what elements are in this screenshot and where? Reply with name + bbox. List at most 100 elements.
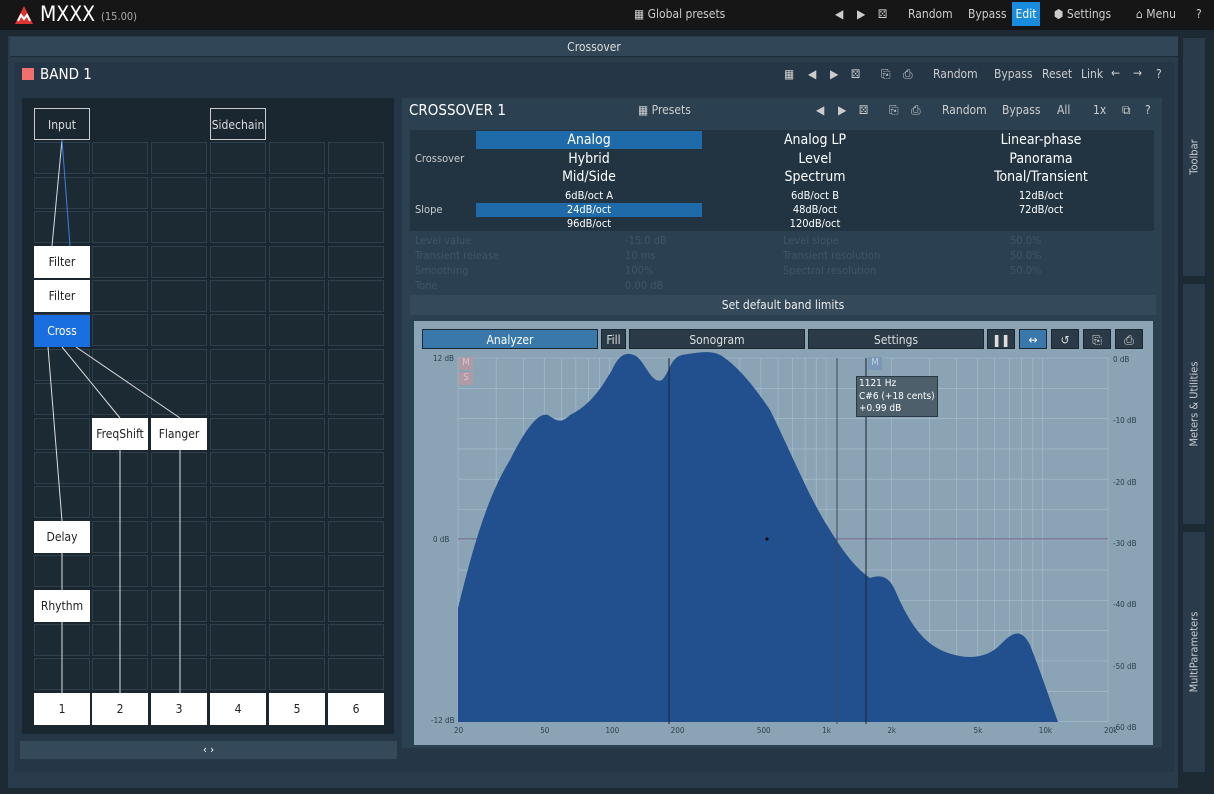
crossover-type-option[interactable]: Panorama bbox=[1009, 150, 1073, 167]
delay-node[interactable]: Delay bbox=[34, 521, 90, 553]
analyzer-settings-button[interactable]: Settings bbox=[808, 329, 984, 349]
slope-option[interactable]: 6dB/oct B bbox=[790, 189, 839, 202]
module-next-icon[interactable]: ▶ bbox=[838, 103, 847, 117]
graph-cell[interactable] bbox=[210, 624, 266, 656]
slope-option[interactable]: 120dB/oct bbox=[789, 217, 841, 230]
band-prev-icon[interactable]: ◀ bbox=[808, 67, 817, 81]
help-icon[interactable]: ? bbox=[1196, 7, 1202, 21]
output-4[interactable]: 4 bbox=[210, 693, 266, 725]
analyzer-load-icon[interactable]: ⎘ bbox=[1083, 329, 1111, 349]
graph-cell[interactable] bbox=[210, 314, 266, 347]
rhythm-node[interactable]: Rhythm bbox=[34, 590, 90, 622]
graph-cell[interactable] bbox=[151, 211, 207, 244]
graph-cell[interactable] bbox=[210, 176, 266, 209]
mute-button[interactable]: M bbox=[459, 357, 473, 370]
graph-cell[interactable] bbox=[328, 417, 384, 450]
pause-icon[interactable]: ❚❚ bbox=[987, 329, 1015, 349]
graph-cell[interactable] bbox=[151, 520, 207, 553]
graph-cell[interactable] bbox=[328, 280, 384, 312]
module-help-icon[interactable]: ? bbox=[1145, 103, 1151, 117]
crossover-header[interactable]: Crossover bbox=[10, 37, 1178, 57]
band-help-icon[interactable]: ? bbox=[1156, 67, 1162, 81]
crossover-type-option[interactable]: Mid/Side bbox=[562, 169, 616, 185]
output-2[interactable]: 2 bbox=[92, 693, 148, 725]
module-presets-button[interactable]: ▦ Presets bbox=[638, 103, 691, 117]
sonogram-button[interactable]: Sonogram bbox=[629, 329, 805, 349]
graph-cell[interactable] bbox=[92, 176, 148, 209]
cross-node[interactable]: Cross bbox=[34, 315, 90, 347]
param-value[interactable]: 10 ms bbox=[625, 249, 656, 262]
graph-cell[interactable] bbox=[210, 589, 266, 622]
module-load-icon[interactable]: ⎘ bbox=[889, 103, 899, 117]
crossover-type-option[interactable]: Tonal/Transient bbox=[994, 169, 1088, 185]
menu-button[interactable]: ⌂ Menu bbox=[1136, 7, 1176, 21]
module-speed-button[interactable]: 1x bbox=[1093, 103, 1107, 117]
graph-cell[interactable] bbox=[151, 245, 207, 278]
band-load-icon[interactable]: ⎘ bbox=[881, 67, 891, 81]
graph-cell[interactable] bbox=[151, 486, 207, 519]
module-save-icon[interactable]: ⎙ bbox=[911, 103, 921, 117]
multiparameters-tab[interactable]: MultiParameters bbox=[1182, 531, 1206, 773]
graph-cell[interactable] bbox=[210, 520, 266, 553]
graph-cell[interactable] bbox=[269, 520, 325, 553]
next-preset-icon[interactable]: ▶ bbox=[857, 7, 866, 21]
graph-cell[interactable] bbox=[269, 176, 325, 209]
graph-cell[interactable] bbox=[151, 658, 207, 691]
crossover-type-option[interactable]: Spectrum bbox=[784, 169, 846, 185]
graph-cell[interactable] bbox=[210, 245, 266, 278]
output-5[interactable]: 5 bbox=[269, 693, 325, 725]
module-all-button[interactable]: All bbox=[1057, 103, 1071, 117]
band-color-swatch[interactable] bbox=[22, 68, 34, 80]
analyzer-save-icon[interactable]: ⎙ bbox=[1115, 329, 1143, 349]
slope-option[interactable]: 6dB/oct A bbox=[565, 189, 613, 202]
param-value[interactable]: 50.0% bbox=[1010, 249, 1042, 262]
slope-option[interactable]: 72dB/oct bbox=[1018, 203, 1064, 216]
graph-cell[interactable] bbox=[269, 624, 325, 656]
graph-cell[interactable] bbox=[269, 555, 325, 588]
filter-node-1[interactable]: Filter bbox=[34, 246, 90, 278]
graph-cell[interactable] bbox=[210, 383, 266, 416]
undo-arrow-icon[interactable]: ← bbox=[1111, 66, 1121, 80]
solo-button[interactable]: S bbox=[459, 372, 473, 385]
band-link-button[interactable]: Link bbox=[1081, 67, 1104, 81]
set-default-band-limits-button[interactable]: Set default band limits bbox=[410, 295, 1156, 315]
mute-button-2[interactable]: M bbox=[868, 357, 882, 370]
graph-cell[interactable] bbox=[210, 555, 266, 588]
settings-button[interactable]: ⬢ Settings bbox=[1054, 7, 1111, 21]
graph-cell[interactable] bbox=[269, 211, 325, 244]
dice-icon[interactable]: ⚄ bbox=[878, 7, 888, 21]
graph-cell[interactable] bbox=[151, 452, 207, 484]
graph-cell[interactable] bbox=[328, 383, 384, 416]
graph-cell[interactable] bbox=[210, 417, 266, 450]
sidechain-node[interactable]: Sidechain bbox=[210, 108, 266, 140]
fill-button[interactable]: Fill bbox=[601, 329, 626, 349]
graph-cell[interactable] bbox=[210, 142, 266, 175]
analyzer-button[interactable]: Analyzer bbox=[422, 329, 598, 349]
slope-option[interactable]: 12dB/oct bbox=[1018, 189, 1064, 202]
toolbar-tab[interactable]: Toolbar bbox=[1182, 37, 1206, 277]
input-node[interactable]: Input bbox=[34, 108, 90, 140]
band-dice-icon[interactable]: ⚄ bbox=[851, 67, 861, 81]
graph-cell[interactable] bbox=[328, 624, 384, 656]
param-value[interactable]: 100% bbox=[625, 264, 654, 277]
graph-cell[interactable] bbox=[210, 280, 266, 312]
graph-cell[interactable] bbox=[269, 658, 325, 691]
output-6[interactable]: 6 bbox=[328, 693, 384, 725]
meters-utilities-tab[interactable]: Meters & Utilities bbox=[1182, 283, 1206, 525]
output-3[interactable]: 3 bbox=[151, 693, 207, 725]
graph-cell[interactable] bbox=[151, 314, 207, 347]
graph-cell[interactable] bbox=[269, 280, 325, 312]
filter-node-2[interactable]: Filter bbox=[34, 280, 90, 312]
param-value[interactable]: 50.0% bbox=[1010, 234, 1042, 247]
band-reset-button[interactable]: Reset bbox=[1042, 67, 1073, 81]
module-bypass-button[interactable]: Bypass bbox=[1002, 103, 1041, 117]
crossover-type-option[interactable]: Hybrid bbox=[568, 150, 610, 167]
random-button[interactable]: Random bbox=[908, 7, 953, 21]
graph-cell[interactable] bbox=[328, 245, 384, 278]
expand-graph-button[interactable]: ‹ › bbox=[20, 741, 397, 759]
graph-cell[interactable] bbox=[328, 142, 384, 175]
param-value[interactable]: 50.0% bbox=[1010, 264, 1042, 277]
graph-cell[interactable] bbox=[269, 245, 325, 278]
graph-cell[interactable] bbox=[151, 589, 207, 622]
graph-cell[interactable] bbox=[328, 452, 384, 484]
